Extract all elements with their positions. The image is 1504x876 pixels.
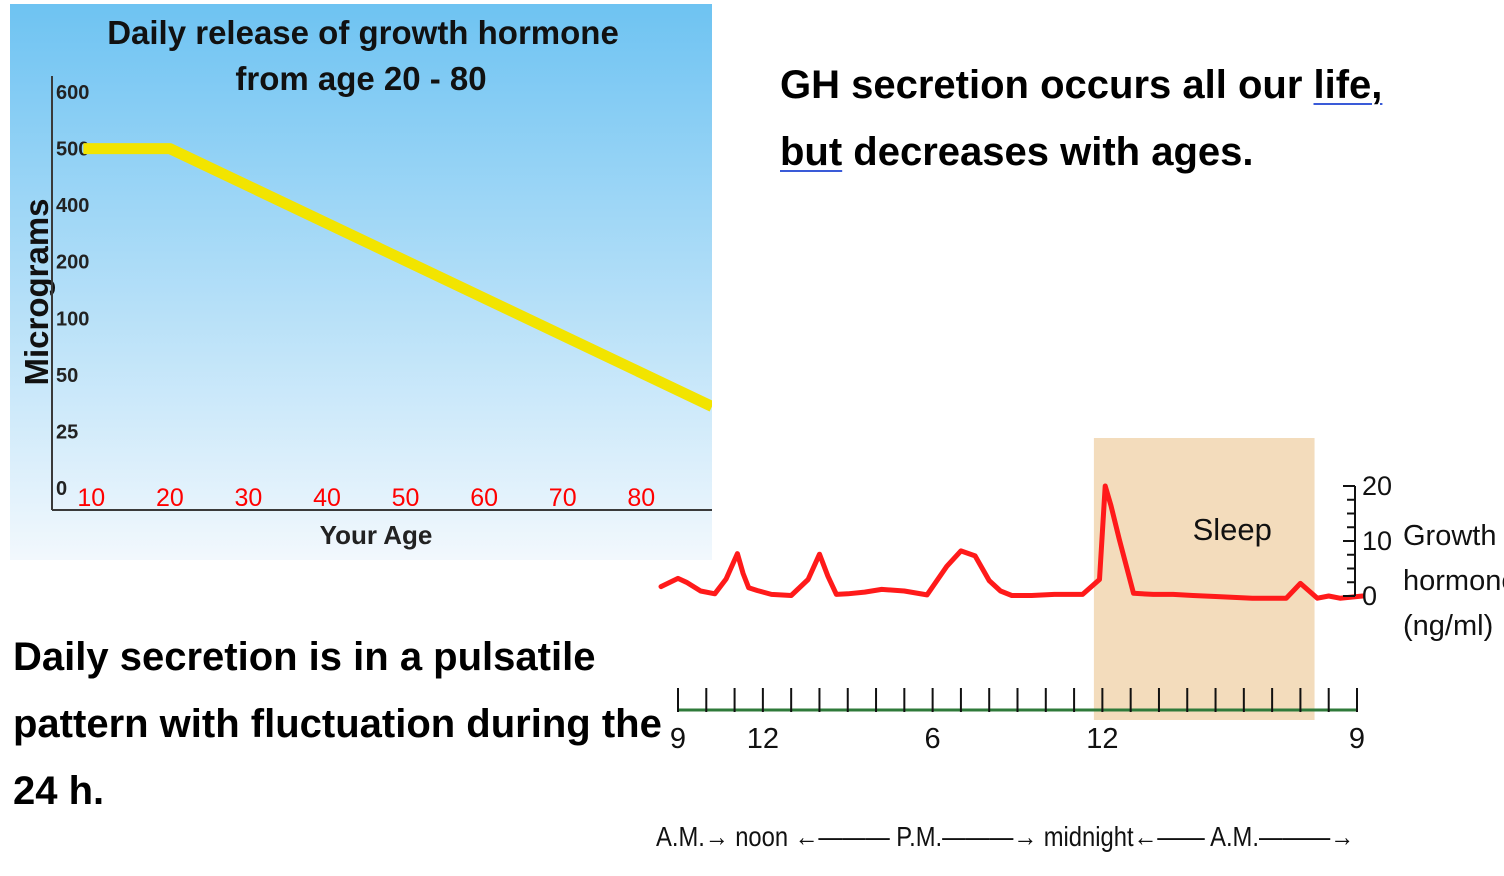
chart1-y-tick-label: 25 xyxy=(56,421,78,443)
chart1-y-tick-label: 50 xyxy=(56,365,78,387)
chart2-y-tick-label: 0 xyxy=(1362,581,1377,611)
sleep-band xyxy=(1093,438,1315,720)
chart1-xlabel: Your Age xyxy=(320,520,433,550)
chart2-x-tick-label: 9 xyxy=(670,723,686,755)
chart2-y-tick-label: 20 xyxy=(1362,471,1392,501)
chart2-xlabel: A.M.→ noon ←——— P.M.———→ midnight←—— A.M… xyxy=(656,821,1354,852)
sleep-label: Sleep xyxy=(1193,512,1272,547)
chart1-subtitle: from age 20 - 80 xyxy=(235,60,486,97)
age-note-part2: decreases with ages. xyxy=(842,130,1254,174)
age-note-underlined-life[interactable]: life, xyxy=(1313,63,1383,107)
chart1-x-tick-label: 50 xyxy=(392,484,420,512)
pulsatile-note: Daily secretion is in a pulsatile patter… xyxy=(13,635,662,813)
age-note-underlined-but[interactable]: but xyxy=(780,130,843,174)
chart1-x-tick-label: 70 xyxy=(549,484,577,512)
age-decline-chart: Daily release of growth hormone from age… xyxy=(10,4,712,560)
age-note-part1: GH secretion occurs all our xyxy=(780,63,1314,107)
age-note: GH secretion occurs all our life, but dec… xyxy=(780,52,1480,186)
chart2-y-tick-label: 10 xyxy=(1362,526,1392,556)
chart2-ylabel-line3: (ng/ml) xyxy=(1403,610,1493,642)
chart1-x-tick-label: 60 xyxy=(470,484,498,512)
chart1-series-line xyxy=(83,143,712,412)
chart1-x-tick-label: 40 xyxy=(313,484,341,512)
chart1-title: Daily release of growth hormone xyxy=(107,14,619,51)
chart1-x-tick-label: 20 xyxy=(156,484,184,512)
chart1-ylabel: Micrograms xyxy=(18,198,55,385)
chart2-ylabel-line2: hormone xyxy=(1403,565,1504,597)
chart2-x-tick-label: 9 xyxy=(1349,723,1365,755)
chart2-ylabel-line1: Growth xyxy=(1403,520,1496,552)
chart1-x-tick-label: 30 xyxy=(235,484,263,512)
chart1-y-tick-label: 500 xyxy=(56,139,89,161)
chart1-y-tick-label: 200 xyxy=(56,252,89,274)
chart1-y-tick-label: 0 xyxy=(56,478,67,500)
chart1-x-tick-label: 10 xyxy=(77,484,105,512)
chart2-x-tick-label: 6 xyxy=(925,723,941,755)
chart1-y-tick-label: 100 xyxy=(56,308,89,330)
chart2-x-tick-label: 12 xyxy=(747,723,779,755)
chart2-x-tick-label: 12 xyxy=(1086,723,1118,755)
gh-pulse-line xyxy=(658,483,1366,601)
chart1-y-tick-label: 600 xyxy=(56,82,89,104)
chart1-x-tick-label: 80 xyxy=(627,484,655,512)
chart1-background xyxy=(10,4,712,560)
chart1-y-tick-label: 400 xyxy=(56,195,89,217)
